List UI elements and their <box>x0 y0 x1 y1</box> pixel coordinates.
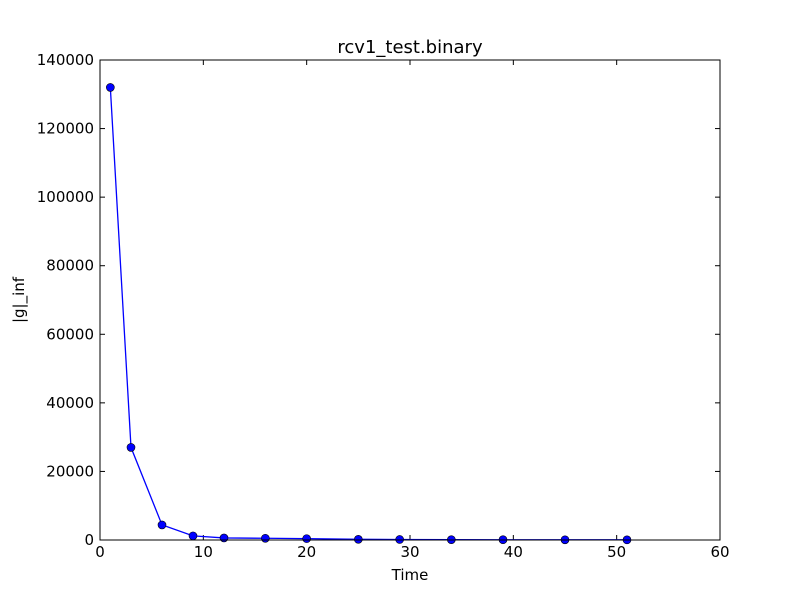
data-point <box>219 533 229 543</box>
ticks-layer: 0 10 20 30 40 50 60 0 20000 40000 60000 80000 100000… <box>37 51 730 561</box>
x-tick-label: 30 <box>400 543 419 561</box>
plot-frame <box>99 59 721 541</box>
x-tick-label: 50 <box>607 543 626 561</box>
x-tick-label: 0 <box>95 543 105 561</box>
data-point <box>106 83 115 92</box>
data-point <box>395 535 404 544</box>
y-tick-label: 60000 <box>46 325 94 343</box>
y-tick-label: 140000 <box>37 51 94 69</box>
y-axis-label: |g|_inf <box>10 276 29 323</box>
data-point <box>354 535 363 544</box>
data-point <box>157 520 167 530</box>
y-tick-label: 20000 <box>46 462 94 480</box>
chart-title: rcv1_test.binary <box>337 37 483 58</box>
y-tick-label: 80000 <box>46 257 94 275</box>
data-point <box>126 443 136 452</box>
y-tick-label: 100000 <box>37 188 94 206</box>
x-tick-label: 20 <box>297 543 316 561</box>
data-point <box>302 534 311 543</box>
y-tick-label: 0 <box>84 531 94 549</box>
x-tick-label: 40 <box>504 543 523 561</box>
y-tick-label: 40000 <box>46 394 94 412</box>
x-axis-label: Time <box>391 566 429 584</box>
x-tick-label: 60 <box>710 543 729 561</box>
x-tick-label: 10 <box>194 543 213 561</box>
y-tick-label: 120000 <box>37 120 94 138</box>
data-point <box>261 533 270 543</box>
data-point <box>188 531 198 541</box>
